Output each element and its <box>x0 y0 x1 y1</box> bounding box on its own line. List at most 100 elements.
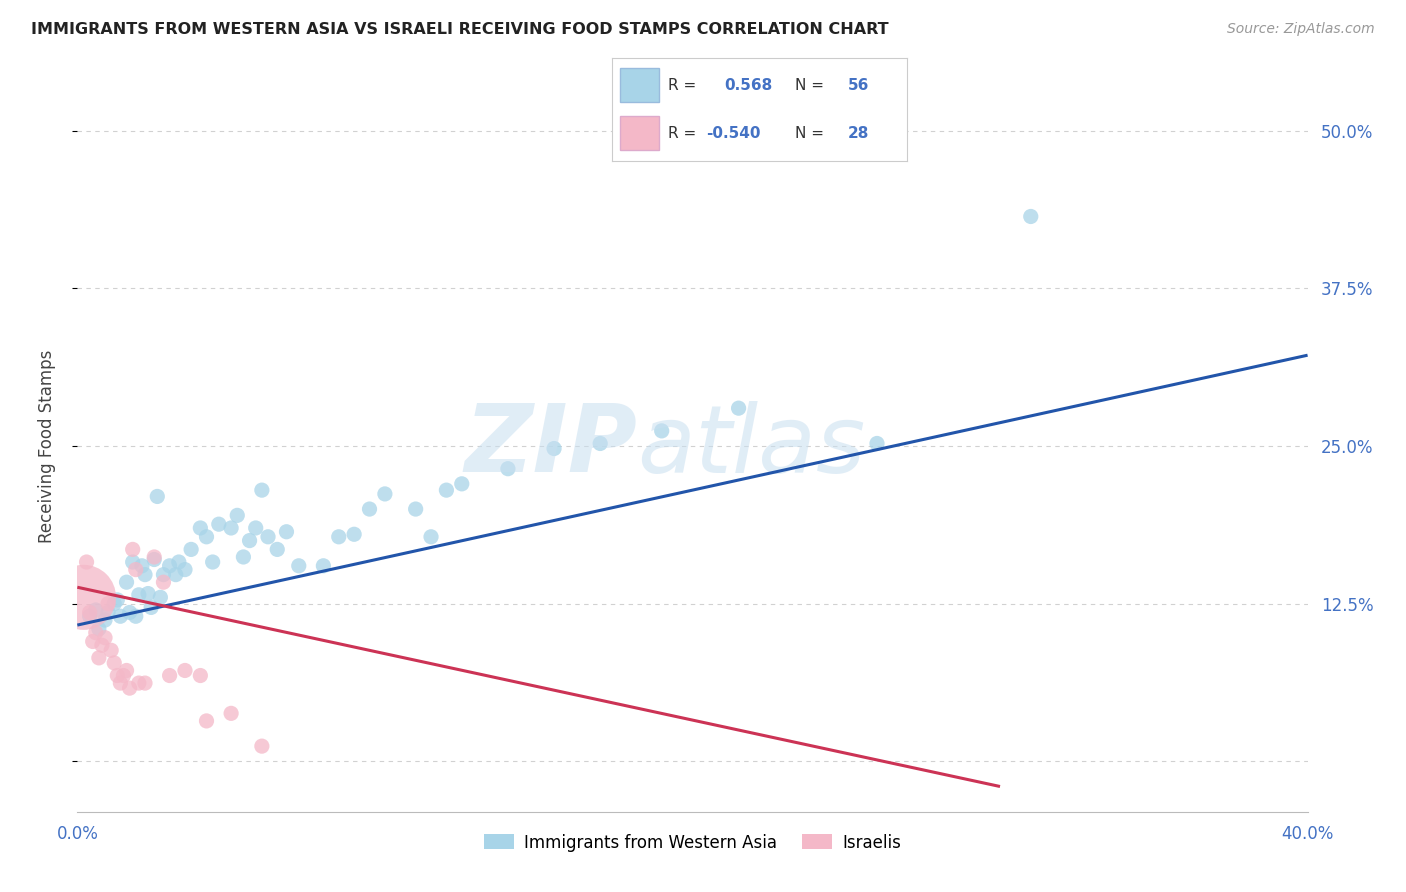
Point <box>105 668 128 682</box>
Point <box>103 597 125 611</box>
Point <box>219 521 242 535</box>
Text: 28: 28 <box>848 126 869 141</box>
Point <box>110 676 132 690</box>
Point <box>159 558 181 573</box>
Y-axis label: Receiving Food Stamps: Receiving Food Stamps <box>38 350 56 542</box>
Point <box>115 575 138 590</box>
Point <box>651 424 673 438</box>
Point <box>72 591 94 605</box>
Point <box>436 483 458 497</box>
Point <box>866 436 889 450</box>
Point <box>97 606 120 620</box>
Point <box>143 552 166 566</box>
Point <box>110 609 132 624</box>
Text: 56: 56 <box>848 78 869 93</box>
Point <box>79 609 101 624</box>
Text: R =: R = <box>668 78 696 93</box>
Point <box>195 714 218 728</box>
Point <box>125 563 148 577</box>
Text: ZIP: ZIP <box>464 400 637 492</box>
Point <box>87 622 110 636</box>
Point <box>405 502 427 516</box>
Point <box>450 476 472 491</box>
Point <box>152 575 174 590</box>
Point <box>118 681 141 695</box>
FancyBboxPatch shape <box>620 117 659 150</box>
Point <box>359 502 381 516</box>
Text: R =: R = <box>668 126 696 141</box>
Point <box>128 676 150 690</box>
Point <box>195 530 218 544</box>
Point <box>105 592 128 607</box>
Point <box>128 588 150 602</box>
Point <box>543 442 565 456</box>
Point <box>250 483 273 497</box>
Point <box>208 517 231 532</box>
Point <box>121 542 143 557</box>
Point <box>134 676 156 690</box>
Point <box>149 591 172 605</box>
Point <box>288 558 311 573</box>
Point <box>266 542 288 557</box>
Point <box>276 524 298 539</box>
Point <box>112 668 135 682</box>
Point <box>226 508 249 523</box>
Point <box>100 643 122 657</box>
Point <box>84 603 107 617</box>
Text: -0.540: -0.540 <box>706 126 761 141</box>
Text: IMMIGRANTS FROM WESTERN ASIA VS ISRAELI RECEIVING FOOD STAMPS CORRELATION CHART: IMMIGRANTS FROM WESTERN ASIA VS ISRAELI … <box>31 22 889 37</box>
Text: N =: N = <box>794 78 824 93</box>
Point <box>420 530 443 544</box>
Point <box>180 542 202 557</box>
Point <box>94 613 117 627</box>
Point <box>152 567 174 582</box>
Point <box>188 668 212 682</box>
Point <box>97 597 120 611</box>
Point <box>87 651 110 665</box>
Point <box>165 567 187 582</box>
Point <box>250 739 273 753</box>
Point <box>115 664 138 678</box>
Point <box>84 625 107 640</box>
Point <box>131 558 153 573</box>
Point <box>257 530 280 544</box>
Point <box>143 549 166 564</box>
Point <box>312 558 335 573</box>
Text: 0.568: 0.568 <box>724 78 772 93</box>
Point <box>1019 210 1042 224</box>
Point <box>496 461 519 475</box>
Point <box>82 634 104 648</box>
Point <box>328 530 350 544</box>
Point <box>727 401 749 416</box>
Point <box>94 631 117 645</box>
Point <box>118 606 141 620</box>
Point <box>103 656 125 670</box>
Point <box>90 638 114 652</box>
Point <box>245 521 267 535</box>
Point <box>136 586 159 600</box>
Legend: Immigrants from Western Asia, Israelis: Immigrants from Western Asia, Israelis <box>478 827 907 858</box>
Point <box>232 549 254 564</box>
Point <box>134 567 156 582</box>
Text: N =: N = <box>794 126 824 141</box>
Point <box>174 563 197 577</box>
Point <box>219 706 242 721</box>
Point <box>121 555 143 569</box>
Point <box>589 436 612 450</box>
Point <box>159 668 181 682</box>
Point <box>174 664 197 678</box>
Point <box>201 555 224 569</box>
FancyBboxPatch shape <box>620 69 659 102</box>
Text: Source: ZipAtlas.com: Source: ZipAtlas.com <box>1227 22 1375 37</box>
Point <box>239 533 262 548</box>
Point <box>167 555 190 569</box>
Point <box>343 527 366 541</box>
Text: atlas: atlas <box>637 401 865 491</box>
Point <box>374 487 396 501</box>
Point <box>141 600 163 615</box>
Point <box>146 490 169 504</box>
Point <box>125 609 148 624</box>
Point <box>188 521 212 535</box>
Point <box>76 555 98 569</box>
Point <box>79 606 101 620</box>
